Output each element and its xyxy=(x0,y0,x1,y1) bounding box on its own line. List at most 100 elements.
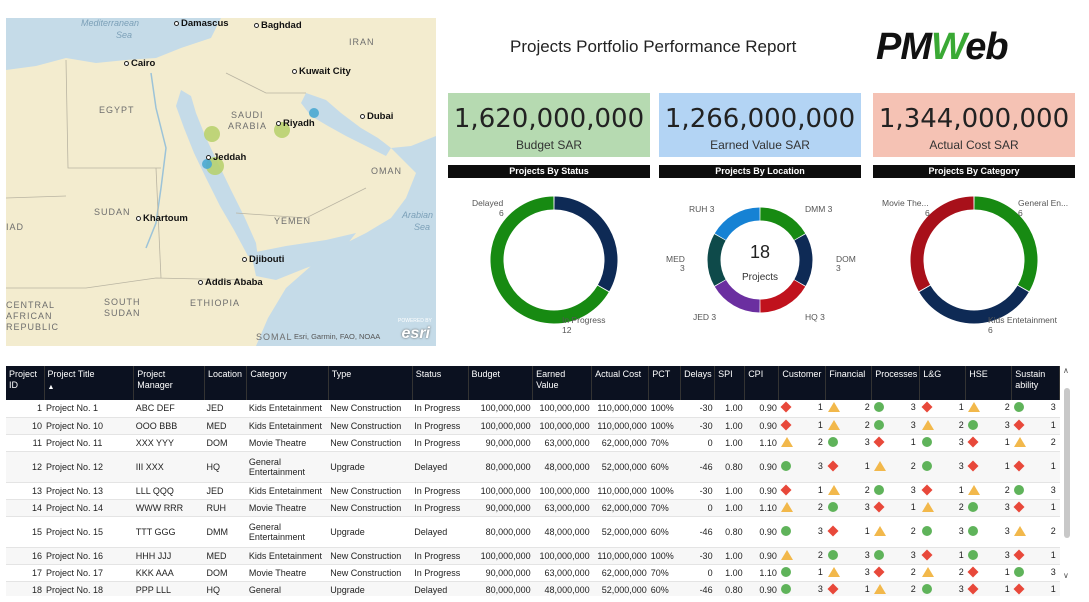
cell-type: New Construction xyxy=(328,434,413,452)
column-header[interactable]: PCT xyxy=(648,366,682,400)
column-header[interactable]: Actual Cost xyxy=(591,366,650,400)
table-row[interactable]: 14 Project No. 14 WWW RRR RUH Movie Theatre N… xyxy=(6,499,1060,517)
cell-delays: -30 xyxy=(680,400,715,418)
label-movie-value: 6 xyxy=(925,208,930,218)
column-header[interactable]: Project Title ▲ xyxy=(44,366,135,400)
cell-type: New Construction xyxy=(328,547,413,565)
cell-budget: 90,000,000 xyxy=(468,499,533,517)
donut-slice[interactable] xyxy=(759,207,806,241)
donut-slice[interactable] xyxy=(707,234,726,286)
table-scrollbar[interactable]: ∧ ∨ xyxy=(1062,366,1072,582)
cell-indicator: 2 xyxy=(1011,516,1060,548)
column-header[interactable]: Type xyxy=(328,366,413,400)
column-header[interactable]: Earned Value xyxy=(532,366,593,400)
cell-type: New Construction xyxy=(328,499,413,517)
donut-slice[interactable] xyxy=(759,279,806,313)
column-header[interactable]: Customer xyxy=(778,366,827,400)
cell-cat: General Entertainment xyxy=(246,451,329,483)
location-chart-title: Projects By Location xyxy=(659,165,861,178)
cell-indicator: 1 xyxy=(778,400,826,418)
cell-indicator: 1 xyxy=(919,400,966,418)
map-marker[interactable] xyxy=(202,159,212,169)
triangle-icon xyxy=(873,460,886,471)
donut-slice[interactable] xyxy=(490,196,609,324)
column-header[interactable]: HSE xyxy=(965,366,1013,400)
projects-table[interactable]: Project ID Project Title ▲ Project Manager L… xyxy=(6,366,1060,596)
column-header[interactable]: Financial xyxy=(825,366,873,400)
kpi-actual-cost-card[interactable]: 1,344,000,000 Actual Cost SAR xyxy=(873,93,1075,157)
cell-title: Project No. 11 xyxy=(44,434,134,452)
table-row[interactable]: 16 Project No. 16 HHH JJJ MED Kids Entetainm… xyxy=(6,547,1060,565)
circle-icon xyxy=(967,419,978,430)
indicator-value: 1 xyxy=(1004,460,1010,471)
map-attribution: Esri, Garmin, FAO, NOAA xyxy=(294,332,381,341)
table-row[interactable]: 12 Project No. 12 III XXX HQ General Enterta… xyxy=(6,451,1060,483)
donut-slice[interactable] xyxy=(794,234,813,286)
cell-indicator: 3 xyxy=(1011,482,1060,500)
sea-label: Sea xyxy=(116,30,133,40)
cell-indicator: 1 xyxy=(965,581,1012,596)
donut-slice[interactable] xyxy=(919,285,1029,324)
cell-id: 12 xyxy=(6,451,44,483)
column-header[interactable]: SPI xyxy=(714,366,746,400)
table-row[interactable]: 13 Project No. 13 LLL QQQ JED Kids Entetainm… xyxy=(6,482,1060,500)
diamond-icon xyxy=(921,483,933,496)
country-label: REPUBLIC xyxy=(6,322,60,332)
map-marker[interactable] xyxy=(204,126,220,142)
table-row[interactable]: 15 Project No. 15 TTT GGG DMM General Entert… xyxy=(6,516,1060,548)
column-header[interactable]: Category xyxy=(246,366,329,400)
table-row[interactable]: 1 Project No. 1 ABC DEF JED Kids Entetainmen… xyxy=(6,400,1060,418)
category-donut[interactable]: Movie The... 6 General En... 6 Kids Ente… xyxy=(868,180,1084,340)
diamond-icon xyxy=(967,435,979,448)
column-header[interactable]: Location xyxy=(204,366,248,400)
column-header[interactable]: Budget xyxy=(468,366,534,400)
scroll-thumb[interactable] xyxy=(1064,388,1070,538)
country-label: IAD xyxy=(6,222,25,232)
donut-slice[interactable] xyxy=(910,196,974,292)
column-header[interactable]: L&G xyxy=(919,366,967,400)
country-label: EGYPT xyxy=(99,105,135,115)
label-hq: HQ 3 xyxy=(805,312,825,322)
sort-asc-icon[interactable]: ▲ xyxy=(47,384,55,391)
column-header[interactable]: Status xyxy=(412,366,469,400)
column-header[interactable]: CPI xyxy=(744,366,780,400)
kpi-budget-card[interactable]: 1,620,000,000 Budget SAR xyxy=(448,93,650,157)
cell-indicator: 2 xyxy=(919,564,966,582)
cell-pct: 60% xyxy=(648,516,681,548)
cell-status: In Progress xyxy=(412,400,468,418)
cell-pct: 70% xyxy=(648,499,681,517)
projects-map[interactable]: Mediterranean Sea Arabian Sea IRAN EGYPT… xyxy=(6,18,436,346)
cell-spi: 1.00 xyxy=(714,547,745,565)
donut-slice[interactable] xyxy=(974,196,1038,292)
scroll-down-icon[interactable]: ∨ xyxy=(1063,571,1069,580)
table-row[interactable]: 10 Project No. 10 OOO BBB MED Kids Entetainm… xyxy=(6,417,1060,435)
location-donut[interactable]: 18 Projects RUH 3 DMM 3 MED 3 DOM 3 JED … xyxy=(656,180,872,340)
cell-type: New Construction xyxy=(328,417,413,435)
table-row[interactable]: 11 Project No. 11 XXX YYY DOM Movie Theatre N… xyxy=(6,434,1060,452)
circle-icon xyxy=(921,460,932,471)
column-header[interactable]: Delays xyxy=(680,366,716,400)
cell-delays: -46 xyxy=(680,516,715,548)
column-header[interactable]: Processes xyxy=(871,366,921,400)
column-header[interactable]: Project Manager xyxy=(133,366,205,400)
donut-slice[interactable] xyxy=(714,279,761,313)
column-header[interactable]: Sustain ability xyxy=(1011,366,1060,400)
indicator-value: 3 xyxy=(1050,402,1056,413)
cell-indicator: 3 xyxy=(871,547,920,565)
cell-pct: 100% xyxy=(648,547,681,565)
map-marker[interactable] xyxy=(309,108,319,118)
column-header[interactable]: Project ID xyxy=(6,366,45,400)
map-marker[interactable] xyxy=(274,122,290,138)
donut-slice[interactable] xyxy=(714,207,761,241)
cell-status: In Progress xyxy=(412,564,468,582)
scroll-up-icon[interactable]: ∧ xyxy=(1063,366,1069,375)
donut-slice[interactable] xyxy=(554,196,618,292)
status-donut[interactable]: Delayed 6 In Progress 12 xyxy=(446,180,662,340)
table-row[interactable]: 17 Project No. 17 KKK AAA DOM Movie Theatre N… xyxy=(6,564,1060,582)
table-row[interactable]: 18 Project No. 18 PPP LLL HQ General Upgrade D… xyxy=(6,581,1060,596)
cell-type: New Construction xyxy=(328,482,413,500)
circle-icon xyxy=(873,402,884,413)
kpi-earned-value-card[interactable]: 1,266,000,000 Earned Value SAR xyxy=(659,93,861,157)
diamond-icon xyxy=(873,500,885,513)
